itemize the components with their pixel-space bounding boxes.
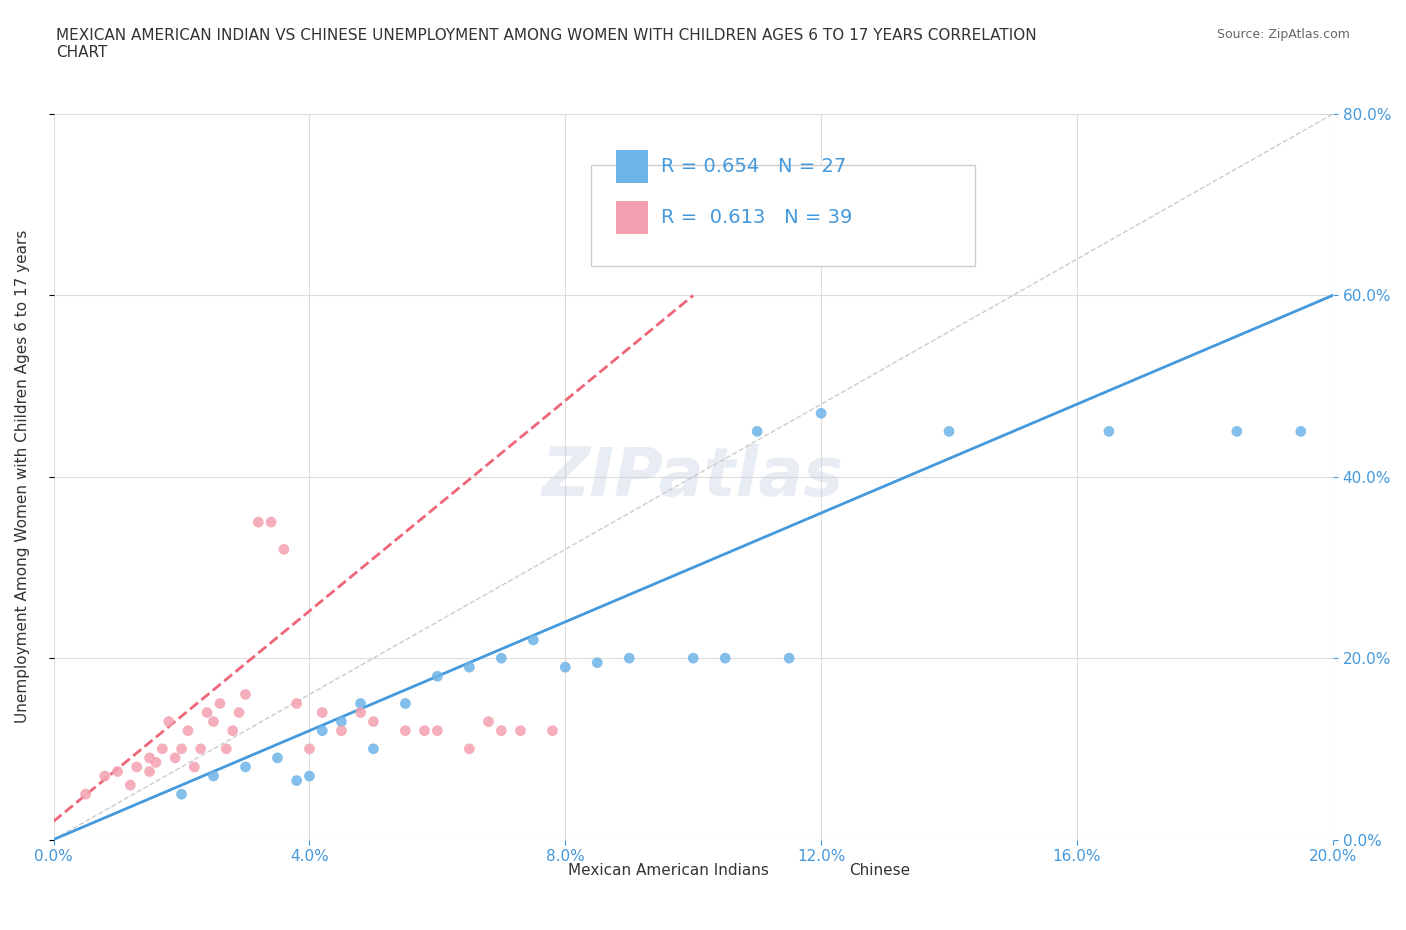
Point (714, 651, 737, 666)
Point (541, 724, 564, 738)
Point (165, 751, 187, 765)
Text: R = 0.654   N = 27: R = 0.654 N = 27 (661, 157, 846, 176)
Text: Chinese: Chinese (849, 863, 910, 878)
Point (509, 724, 531, 738)
Point (349, 705, 371, 720)
Point (208, 696, 231, 711)
Point (363, 741, 385, 756)
Point (747, 424, 769, 439)
Text: Mexican American Indians: Mexican American Indians (568, 863, 769, 878)
Point (491, 651, 513, 666)
Y-axis label: Unemployment Among Women with Children Ages 6 to 17 years: Unemployment Among Women with Children A… (15, 230, 30, 724)
Point (202, 714, 225, 729)
Point (426, 669, 449, 684)
Point (177, 724, 200, 738)
Point (247, 514, 270, 529)
Point (202, 768, 225, 783)
Point (477, 714, 499, 729)
Point (150, 741, 173, 756)
Point (298, 768, 321, 783)
Text: R =  0.613   N = 39: R = 0.613 N = 39 (661, 207, 852, 227)
Text: MEXICAN AMERICAN INDIAN VS CHINESE UNEMPLOYMENT AMONG WOMEN WITH CHILDREN AGES 6: MEXICAN AMERICAN INDIAN VS CHINESE UNEMP… (56, 28, 1036, 60)
Point (107, 764, 129, 779)
Point (522, 632, 544, 647)
Point (298, 741, 321, 756)
Point (426, 724, 449, 738)
Point (394, 724, 416, 738)
Point (285, 696, 308, 711)
Point (157, 714, 180, 729)
Point (138, 751, 160, 765)
Point (349, 696, 371, 711)
Point (190, 741, 212, 756)
Point (75, 787, 97, 802)
Point (311, 724, 333, 738)
Point (273, 542, 295, 557)
Point (285, 773, 308, 788)
Point (554, 659, 576, 674)
Point (363, 714, 385, 729)
Point (491, 724, 513, 738)
Point (235, 760, 257, 775)
Bar (616, 201, 648, 233)
Point (413, 724, 436, 738)
Bar (821, 861, 844, 880)
Point (120, 777, 142, 792)
Point (94, 768, 117, 783)
Point (1098, 424, 1121, 439)
Point (266, 751, 288, 765)
Point (138, 764, 160, 779)
Point (682, 651, 704, 666)
Point (330, 724, 353, 738)
Point (228, 705, 250, 720)
Point (1226, 424, 1249, 439)
Point (586, 656, 609, 671)
Point (619, 651, 641, 666)
Point (170, 787, 193, 802)
Point (145, 755, 167, 770)
Point (458, 741, 481, 756)
Point (215, 741, 238, 756)
Point (394, 696, 416, 711)
Point (222, 724, 245, 738)
FancyBboxPatch shape (591, 165, 974, 266)
Point (235, 687, 257, 702)
Point (260, 514, 283, 529)
Point (778, 651, 800, 666)
Point (170, 741, 193, 756)
Point (938, 424, 960, 439)
Text: Source: ZipAtlas.com: Source: ZipAtlas.com (1216, 28, 1350, 41)
Point (125, 760, 148, 775)
Point (330, 714, 353, 729)
Bar (540, 861, 562, 880)
Text: ZIPatlas: ZIPatlas (543, 444, 844, 510)
Point (311, 705, 333, 720)
Point (195, 705, 218, 720)
Point (810, 405, 832, 420)
Point (183, 760, 205, 775)
Point (1289, 424, 1312, 439)
Point (458, 659, 481, 674)
Bar (616, 151, 648, 183)
